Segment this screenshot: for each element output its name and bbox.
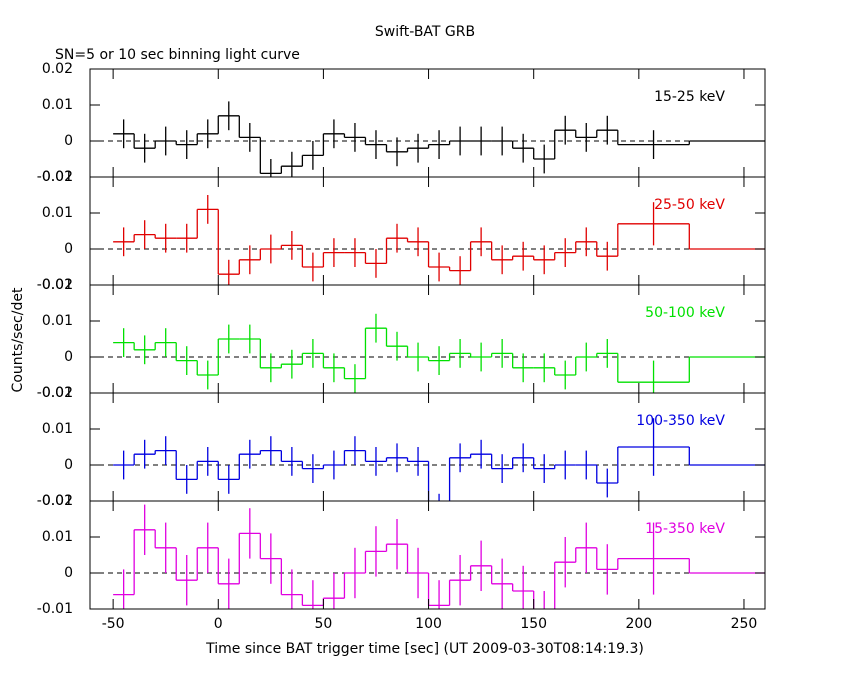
- x-tick-label: 200: [625, 616, 652, 632]
- y-tick-label: 0.02: [42, 493, 73, 509]
- x-axis-label: Time since BAT trigger time [sec] (UT 20…: [205, 641, 644, 657]
- y-tick-label: 0.01: [42, 205, 73, 221]
- x-tick-label: 150: [520, 616, 547, 632]
- panel: [90, 313, 765, 393]
- y-tick-label: 0.02: [42, 277, 73, 293]
- frame: [89, 176, 766, 286]
- y-tick-label: -0.01: [37, 169, 73, 185]
- chart-subtitle: SN=5 or 10 sec binning light curve: [55, 47, 300, 63]
- panel: [90, 418, 765, 501]
- frame: [89, 284, 766, 394]
- x-tick-label: -50: [102, 616, 125, 632]
- panel: [90, 195, 765, 285]
- y-tick-label: 0.01: [42, 97, 73, 113]
- frame: [89, 68, 766, 178]
- y-tick-label: -0.01: [37, 493, 73, 509]
- y-tick-label: 0: [64, 349, 73, 365]
- y-tick-label: 0: [64, 457, 73, 473]
- y-tick-label: 0: [64, 565, 73, 581]
- frame: [89, 500, 766, 610]
- x-tick-label: 100: [415, 616, 442, 632]
- panel: [90, 504, 765, 609]
- chart-title: Swift-BAT GRB: [375, 24, 475, 40]
- y-tick-label: 0.01: [42, 421, 73, 437]
- y-tick-label: -0.01: [37, 277, 73, 293]
- y-tick-label: 0.01: [42, 313, 73, 329]
- y-tick-label: 0.01: [42, 529, 73, 545]
- band-label: 15-25 keV: [654, 89, 725, 105]
- x-tick-label: 250: [731, 616, 758, 632]
- y-tick-label: 0.02: [42, 385, 73, 401]
- y-tick-label: -0.01: [37, 601, 73, 617]
- y-tick-label: 0: [64, 133, 73, 149]
- band-label: 100-350 keV: [636, 413, 725, 429]
- band-label: 25-50 keV: [654, 197, 725, 213]
- y-tick-label: 0.02: [42, 61, 73, 77]
- y-tick-label: 0.02: [42, 169, 73, 185]
- y-axis-label: Counts/sec/det: [10, 287, 26, 392]
- x-tick-label: 0: [214, 616, 223, 632]
- y-tick-label: -0.01: [37, 385, 73, 401]
- band-label: 15-350 keV: [645, 521, 725, 537]
- x-tick-label: 50: [314, 616, 332, 632]
- panel: [90, 101, 765, 177]
- band-label: 50-100 keV: [645, 305, 725, 321]
- y-tick-label: 0: [64, 241, 73, 257]
